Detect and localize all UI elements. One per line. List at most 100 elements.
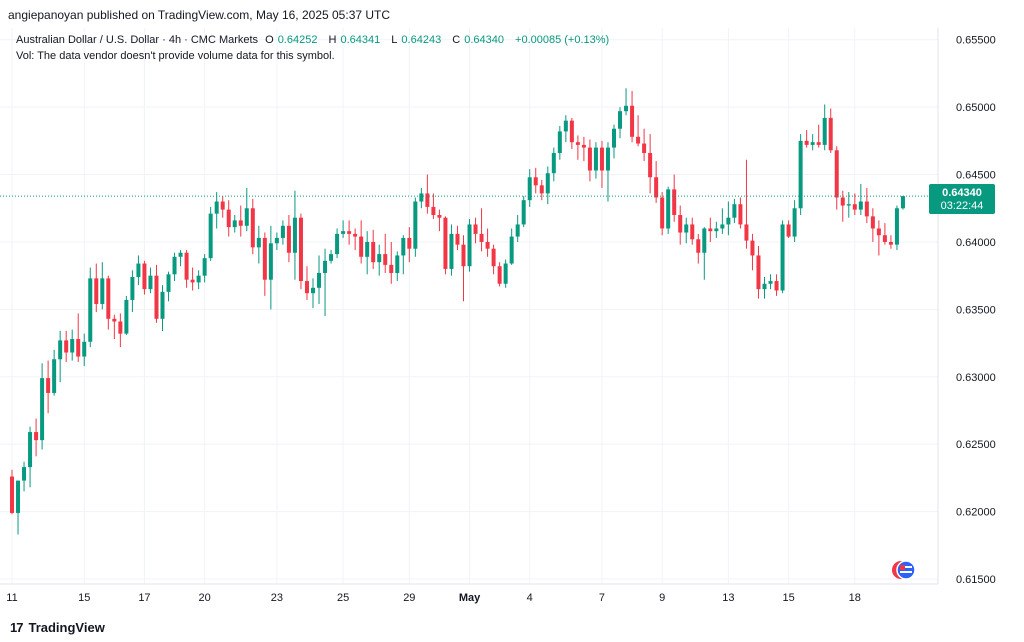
candle	[822, 104, 827, 151]
candle	[545, 166, 550, 205]
candle	[642, 128, 647, 162]
symbol-title[interactable]: Australian Dollar / U.S. Dollar · 4h · C…	[16, 34, 259, 46]
x-tick-label: 20	[199, 592, 211, 604]
candle-body	[100, 278, 105, 304]
candle	[46, 360, 51, 414]
candle-body	[407, 237, 412, 249]
y-tick-label: 0.63000	[956, 372, 996, 384]
x-tick-label: May	[459, 592, 481, 604]
candle	[40, 363, 45, 450]
candle-body	[780, 224, 785, 291]
candle	[214, 192, 219, 229]
candle	[274, 232, 279, 251]
candle	[792, 200, 797, 242]
candle-body	[154, 275, 159, 319]
candle-body	[335, 233, 340, 255]
candle-body	[413, 201, 418, 249]
candle-body	[58, 340, 63, 360]
y-tick-label: 0.61500	[956, 574, 996, 586]
candle-body	[401, 237, 406, 256]
candle	[353, 228, 358, 251]
candle	[485, 228, 490, 257]
candle	[527, 169, 532, 207]
candle	[563, 115, 568, 143]
x-tick-label: 9	[659, 592, 665, 604]
candle-body	[527, 177, 532, 201]
candle-body	[214, 201, 219, 214]
candle	[636, 115, 641, 147]
candle	[612, 124, 616, 159]
candle-body	[636, 136, 641, 144]
candle	[816, 124, 821, 148]
time-axis[interactable]: 11 15 17 20 23 25 29 May 4 7 9 13 15 18	[6, 592, 861, 604]
candle	[756, 246, 761, 299]
candle	[172, 252, 177, 282]
candle-body	[365, 241, 370, 257]
candle	[431, 193, 436, 220]
candle	[202, 254, 207, 283]
candle-body	[545, 173, 550, 194]
open-label: O	[265, 34, 274, 46]
candle-body	[298, 217, 303, 282]
footer-bar: 17 TradingView	[0, 614, 1024, 642]
candle-body	[581, 144, 586, 148]
tradingview-brand[interactable]: 17 TradingView	[10, 620, 105, 635]
candle	[160, 285, 165, 331]
candle-body	[347, 231, 352, 234]
candle-body	[894, 208, 899, 245]
x-tick-label: 15	[782, 592, 794, 604]
candle-body	[443, 217, 448, 269]
candle	[347, 220, 352, 245]
candle	[846, 192, 851, 218]
candle-body	[569, 120, 574, 143]
candle-body	[250, 208, 255, 248]
price-axis[interactable]: 0.65500 0.65000 0.64500 0.64000 0.63500 0.630…	[956, 35, 996, 586]
candle-body	[732, 204, 737, 218]
candle-body	[256, 237, 261, 248]
candle	[419, 188, 424, 209]
us-flag-event-icon[interactable]	[892, 560, 916, 580]
candle-body	[858, 201, 863, 210]
price-badge-bg	[929, 184, 995, 214]
candle-body	[16, 480, 21, 513]
candle-body	[612, 128, 616, 148]
candle-body	[437, 215, 442, 218]
low-label: L	[391, 34, 398, 46]
candle	[497, 262, 502, 287]
candle	[383, 233, 388, 273]
candle-body	[720, 224, 725, 229]
candle	[389, 241, 394, 284]
x-tick-label: 18	[849, 592, 861, 604]
x-tick-label: 17	[138, 592, 150, 604]
x-tick-label: 23	[271, 592, 283, 604]
candle	[762, 277, 767, 299]
candle-body	[166, 274, 171, 292]
candle-body	[786, 224, 791, 237]
candle-body	[828, 117, 833, 151]
candle	[888, 235, 893, 249]
candle-body	[521, 200, 526, 225]
candle-body	[840, 197, 845, 206]
candle	[798, 134, 803, 215]
candle	[28, 426, 33, 488]
candle	[467, 219, 472, 272]
header-bar: angiepanoyan published on TradingView.co…	[0, 0, 1024, 28]
candle	[581, 136, 586, 162]
candle-body	[395, 255, 400, 273]
candle	[238, 205, 243, 237]
candle-body	[467, 224, 472, 267]
low-value: 0.64243	[401, 34, 442, 46]
brand-name: TradingView	[28, 620, 105, 635]
chart-area[interactable]: 0.65500 0.65000 0.64500 0.64000 0.63500 0.630…	[0, 28, 1024, 613]
candle-body	[816, 142, 821, 145]
candle	[473, 217, 478, 244]
last-price-badge: 0.64340 03:22:44	[929, 184, 995, 214]
candle-body	[888, 241, 893, 245]
y-tick-label: 0.63500	[956, 304, 996, 316]
candle	[196, 270, 201, 290]
candle	[76, 313, 81, 362]
high-value: 0.64341	[340, 34, 381, 46]
candle	[298, 213, 303, 290]
candlestick-chart[interactable]: 0.65500 0.65000 0.64500 0.64000 0.63500 0.630…	[0, 28, 1024, 613]
y-tick-label: 0.62000	[956, 507, 996, 519]
